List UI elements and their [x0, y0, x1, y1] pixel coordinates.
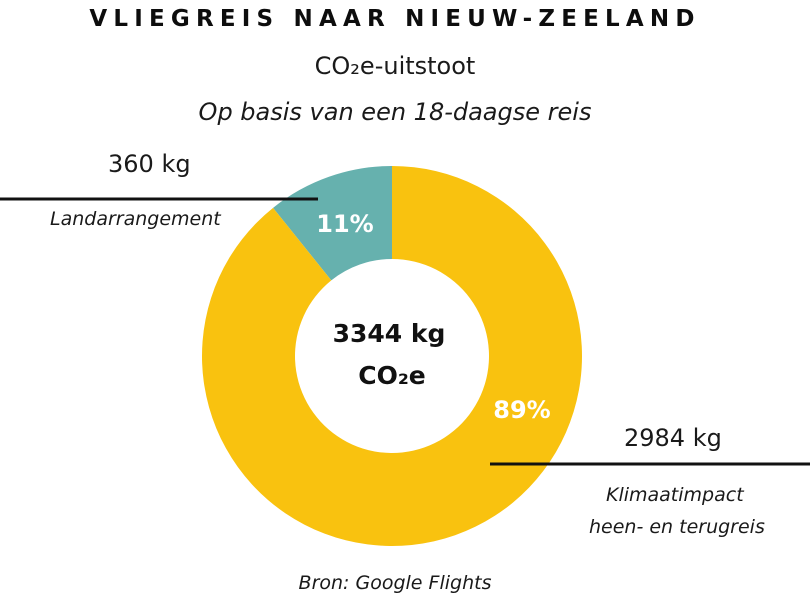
flight-name-label-line2: heen- en terugreis — [589, 516, 765, 538]
center-total-unit: CO₂e — [358, 361, 426, 390]
chart-subtitle-basis: Op basis van een 18-daagse reis — [198, 98, 592, 126]
flight-name-label-line1: Klimaatimpact — [606, 484, 744, 506]
flight-value-label: 2984 kg — [624, 424, 722, 452]
land-name-label: Landarrangement — [50, 208, 221, 230]
chart-subtitle: CO₂e-uitstoot — [314, 52, 476, 80]
flight-percent-label: 89% — [493, 396, 550, 424]
land-percent-label: 11% — [316, 210, 373, 238]
center-total-value: 3344 kg — [333, 319, 446, 348]
donut-slice-landarrangement — [273, 166, 392, 281]
source-note: Bron: Google Flights — [298, 572, 492, 594]
donut-slice-flight — [202, 166, 583, 546]
land-value-label: 360 kg — [108, 150, 191, 178]
chart-title: VLIEGREIS NAAR NIEUW-ZEELAND — [89, 6, 701, 32]
